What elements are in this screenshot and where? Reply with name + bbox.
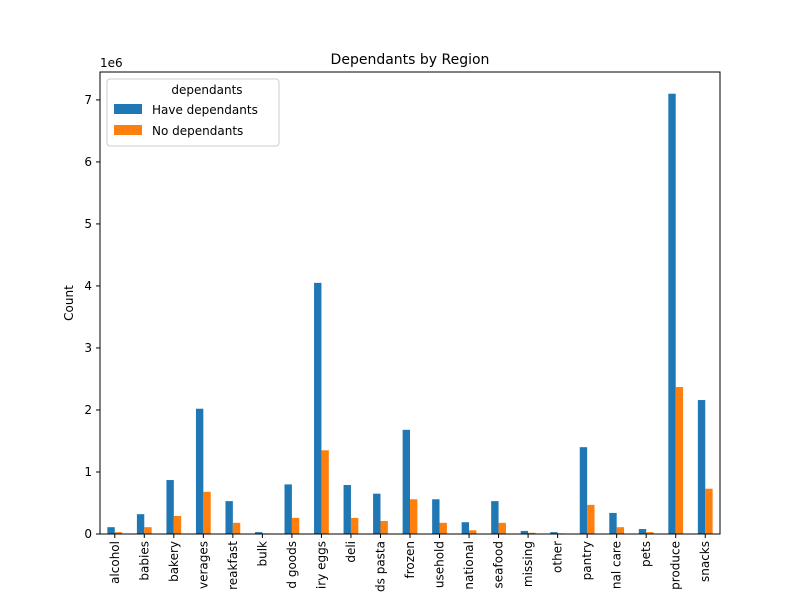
bar bbox=[616, 527, 625, 534]
bar bbox=[380, 520, 388, 534]
bar bbox=[498, 522, 506, 534]
bar bbox=[675, 387, 684, 534]
bar bbox=[232, 522, 241, 534]
x-tick-label: other bbox=[551, 541, 565, 573]
bar bbox=[668, 93, 676, 534]
y-axis-multiplier: 1e6 bbox=[100, 56, 123, 70]
y-tick-label: 4 bbox=[84, 279, 92, 293]
legend-title: dependants bbox=[171, 83, 242, 97]
x-tick-label: iry eggs bbox=[314, 541, 328, 589]
x-tick-label: deli bbox=[344, 541, 358, 563]
x-tick-label: produce bbox=[669, 541, 683, 590]
bar bbox=[579, 447, 588, 534]
x-tick-label: bakery bbox=[167, 541, 181, 582]
plot-area: 0 1 2 3 4 5 6 7 alcohol babies bakery verages reakfa… bbox=[84, 71, 721, 592]
legend: dependants Have dependants No dependants bbox=[106, 78, 280, 147]
bar bbox=[439, 522, 447, 534]
legend-swatch bbox=[114, 104, 142, 114]
bar bbox=[609, 512, 617, 534]
y-tick-label: 3 bbox=[84, 341, 92, 355]
bar bbox=[491, 501, 499, 534]
bar bbox=[528, 532, 536, 534]
bar bbox=[291, 517, 300, 534]
bar bbox=[343, 485, 351, 534]
y-axis-label: Count bbox=[62, 285, 76, 321]
bar bbox=[321, 450, 329, 534]
x-tick-label: nal care bbox=[610, 541, 624, 589]
x-tick-label: d goods bbox=[285, 541, 299, 589]
y-tick-label: 7 bbox=[84, 93, 92, 107]
x-tick-label: snacks bbox=[698, 541, 712, 582]
bar bbox=[432, 499, 440, 534]
bar bbox=[314, 282, 322, 534]
x-tick-label: seafood bbox=[492, 541, 506, 589]
bar bbox=[469, 530, 477, 534]
x-tick-label: pantry bbox=[580, 541, 594, 580]
bar bbox=[697, 400, 706, 534]
x-tick-label: verages bbox=[196, 541, 210, 589]
bar bbox=[225, 501, 233, 534]
bar bbox=[410, 499, 418, 534]
bar bbox=[350, 517, 359, 534]
y-tick-label: 1 bbox=[84, 465, 92, 479]
x-tick-label: usehold bbox=[433, 541, 447, 588]
x-tick-label: frozen bbox=[403, 541, 417, 579]
bar bbox=[203, 491, 211, 534]
bar bbox=[705, 488, 713, 534]
x-tick-label: babies bbox=[137, 541, 151, 581]
bar bbox=[195, 408, 204, 534]
bar bbox=[638, 529, 647, 534]
legend-swatch bbox=[114, 125, 142, 135]
bar bbox=[587, 504, 595, 534]
x-tick-label: missing bbox=[521, 541, 535, 587]
bar bbox=[550, 532, 558, 534]
bar bbox=[136, 514, 145, 534]
x-tick-label: national bbox=[462, 541, 476, 590]
bar bbox=[144, 527, 152, 534]
x-tick-label: bulk bbox=[255, 541, 269, 567]
legend-label: Have dependants bbox=[152, 103, 258, 117]
legend-frame bbox=[106, 78, 280, 147]
bar bbox=[402, 429, 410, 534]
bar bbox=[461, 522, 470, 534]
bar bbox=[373, 493, 381, 534]
bar bbox=[166, 480, 174, 534]
bar bbox=[173, 516, 182, 534]
bar bbox=[255, 532, 263, 534]
x-tick-label: reakfast bbox=[226, 541, 240, 590]
y-tick-label: 0 bbox=[84, 527, 92, 541]
bar bbox=[520, 530, 529, 534]
x-tick-label: pets bbox=[639, 541, 653, 567]
legend-label: No dependants bbox=[152, 124, 243, 138]
x-tick-label: ds pasta bbox=[373, 541, 387, 592]
bar bbox=[646, 532, 654, 534]
x-tick-label: alcohol bbox=[108, 541, 122, 584]
bar bbox=[114, 532, 123, 534]
bar bbox=[284, 484, 292, 534]
y-tick-label: 5 bbox=[84, 217, 92, 231]
chart-title: Dependants by Region bbox=[331, 52, 490, 68]
bar bbox=[107, 527, 115, 534]
y-tick-label: 2 bbox=[84, 403, 92, 417]
y-tick-label: 6 bbox=[84, 155, 92, 169]
